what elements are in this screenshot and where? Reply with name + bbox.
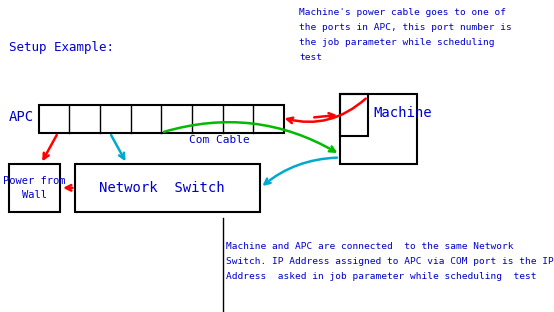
Text: Com Cable: Com Cable (189, 135, 250, 145)
Text: Machine: Machine (373, 106, 432, 120)
Text: Machine and APC are connected  to the same Network
Switch. IP Address assigned t: Machine and APC are connected to the sam… (226, 242, 553, 281)
Text: APC: APC (9, 110, 34, 124)
Text: Machine's power cable goes to one of
the ports in APC, this port number is
the j: Machine's power cable goes to one of the… (299, 8, 512, 62)
Text: Setup Example:: Setup Example: (9, 41, 114, 54)
Text: Network  Switch: Network Switch (99, 181, 225, 195)
Text: Power from
Wall: Power from Wall (3, 176, 66, 200)
